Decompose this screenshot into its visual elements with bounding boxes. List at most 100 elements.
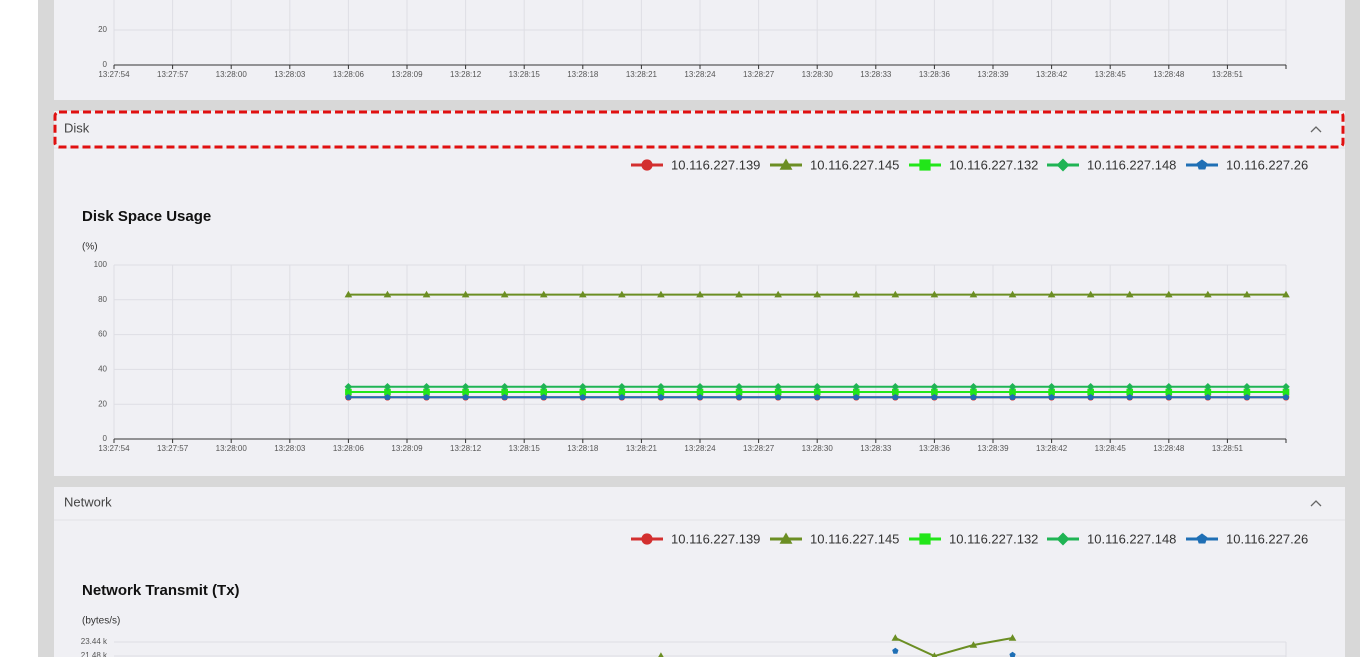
- data-point: [1243, 290, 1251, 298]
- data-point: [618, 388, 626, 396]
- x-tick-label: 13:28:15: [509, 70, 541, 79]
- legend-label: 10.116.227.139: [671, 157, 760, 172]
- y-tick-label: 100: [94, 260, 108, 269]
- data-point: [1282, 290, 1290, 298]
- legend-label: 10.116.227.145: [810, 157, 899, 172]
- data-point: [1009, 388, 1016, 396]
- data-point: [1009, 393, 1016, 400]
- y-tick-label: 40: [98, 365, 107, 374]
- x-tick-label: 13:28:27: [743, 70, 775, 79]
- data-point: [657, 388, 665, 396]
- legend-marker: [919, 159, 931, 171]
- x-tick-label: 13:28:03: [274, 444, 306, 453]
- data-point: [1009, 651, 1016, 657]
- y-tick-label: 20: [98, 399, 107, 408]
- data-point: [500, 383, 509, 391]
- data-point: [853, 393, 860, 400]
- highlight-box: [53, 110, 1345, 149]
- x-tick-label: 13:28:15: [509, 444, 541, 453]
- data-point: [462, 388, 469, 396]
- data-point: [1126, 393, 1133, 400]
- legend-label: 10.116.227.145: [810, 531, 899, 546]
- data-point: [1086, 383, 1095, 391]
- data-point: [774, 383, 782, 391]
- data-point: [383, 383, 392, 391]
- x-tick-label: 13:28:12: [450, 70, 482, 79]
- x-tick-label: 13:28:39: [977, 444, 1009, 453]
- data-point: [462, 393, 469, 400]
- x-tick-label: 13:28:30: [802, 70, 834, 79]
- data-point: [1008, 290, 1017, 298]
- x-tick-label: 13:28:51: [1212, 70, 1244, 79]
- data-point: [540, 388, 548, 396]
- data-point: [345, 393, 352, 400]
- data-point: [1165, 393, 1172, 400]
- data-point: [813, 290, 821, 298]
- section-header[interactable]: Network: [64, 494, 1322, 509]
- x-tick-label: 13:28:39: [977, 70, 1009, 79]
- collapse-icon[interactable]: [1310, 500, 1322, 507]
- data-point: [1048, 388, 1055, 396]
- data-point: [1204, 393, 1212, 400]
- data-point: [344, 290, 353, 298]
- data-point: [774, 290, 782, 298]
- chart-title: Network Transmit (Tx): [82, 582, 240, 599]
- data-point: [852, 290, 861, 298]
- collapse-icon[interactable]: [1310, 126, 1322, 133]
- data-point: [891, 634, 900, 641]
- data-point: [735, 290, 743, 298]
- legend-label: 10.116.227.132: [949, 157, 1038, 172]
- legend-marker: [1196, 533, 1208, 544]
- data-point: [422, 290, 431, 298]
- data-point: [774, 388, 782, 396]
- x-tick-label: 13:28:42: [1036, 444, 1068, 453]
- data-point: [618, 290, 626, 298]
- y-tick-label: 21.48 k: [81, 651, 108, 657]
- data-point: [891, 383, 900, 391]
- x-tick-label: 13:28:45: [1095, 444, 1127, 453]
- data-point: [774, 393, 782, 400]
- data-point: [1243, 388, 1251, 396]
- data-point: [1282, 393, 1290, 400]
- data-point: [423, 393, 430, 400]
- data-point: [931, 388, 938, 396]
- data-point: [1243, 393, 1251, 400]
- x-tick-label: 13:27:54: [98, 70, 130, 79]
- data-point: [540, 393, 547, 400]
- x-tick-label: 13:28:21: [626, 70, 658, 79]
- legend-label: 10.116.227.26: [1226, 157, 1308, 172]
- data-point: [657, 393, 665, 400]
- data-point: [969, 290, 978, 298]
- data-point: [618, 383, 626, 391]
- data-point: [1087, 388, 1094, 396]
- data-point: [813, 388, 821, 396]
- legend-marker: [641, 533, 653, 545]
- data-point: [579, 383, 587, 391]
- sidebar: [0, 0, 38, 657]
- legend-marker: [779, 158, 793, 170]
- section-header[interactable]: Disk: [64, 120, 1322, 135]
- data-point: [1048, 393, 1055, 400]
- x-tick-label: 13:28:18: [567, 70, 599, 79]
- data-point: [970, 388, 977, 396]
- data-point: [1204, 388, 1212, 396]
- data-point: [344, 383, 353, 391]
- data-point: [1008, 634, 1017, 641]
- x-tick-label: 13:28:24: [684, 444, 716, 453]
- x-tick-label: 13:28:03: [274, 70, 306, 79]
- y-tick-label: 23.44 k: [81, 637, 108, 646]
- y-tick-label: 80: [98, 295, 107, 304]
- data-point: [1282, 388, 1290, 396]
- data-point: [696, 383, 704, 391]
- data-point: [579, 388, 587, 396]
- data-point: [852, 383, 861, 391]
- x-tick-label: 13:27:54: [98, 444, 130, 453]
- data-point: [461, 383, 470, 391]
- data-point: [930, 383, 939, 391]
- legend-label: 10.116.227.148: [1087, 157, 1176, 172]
- legend-marker: [641, 159, 653, 171]
- data-point: [1204, 383, 1212, 391]
- data-point: [500, 290, 509, 298]
- x-tick-label: 13:28:48: [1153, 444, 1185, 453]
